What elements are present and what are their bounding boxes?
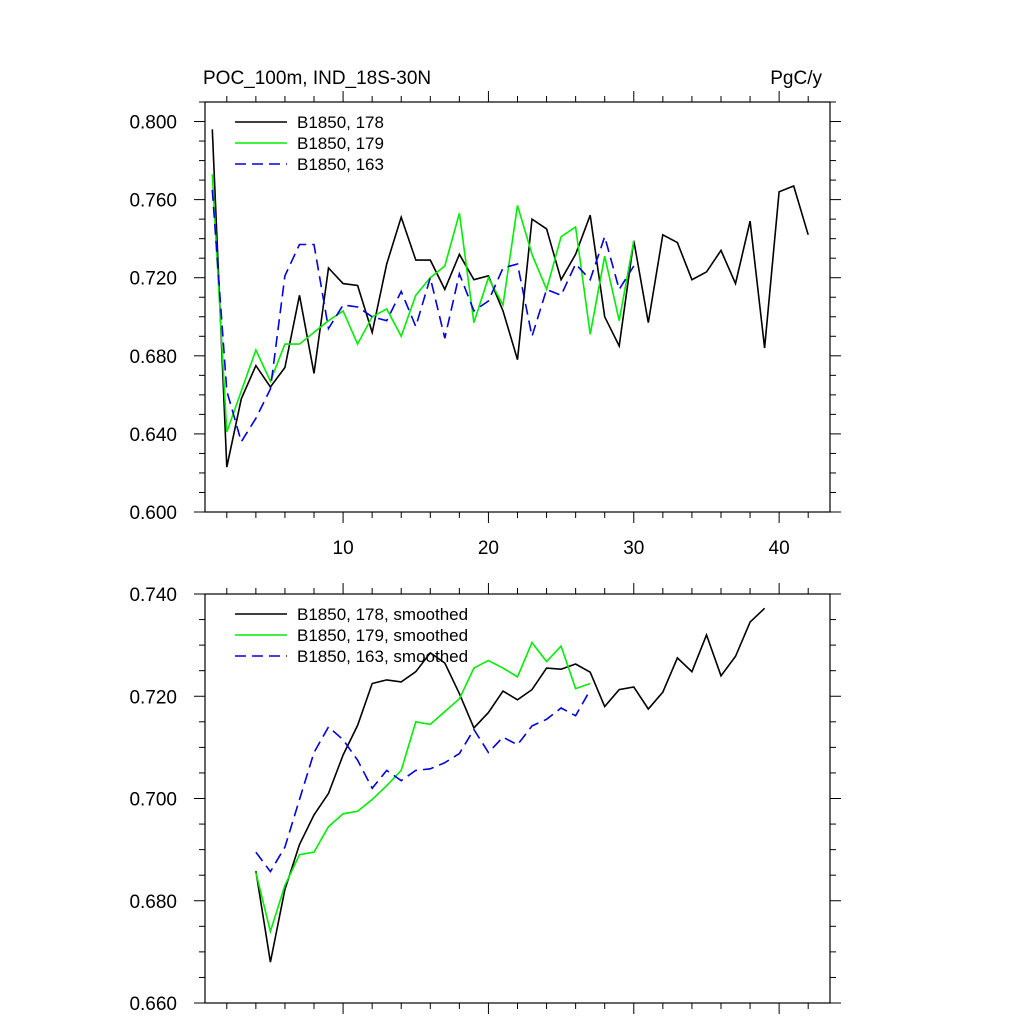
legend-label: B1850, 163 — [297, 155, 384, 174]
y-tick-label: 0.700 — [129, 790, 177, 811]
x-tick-label: 10 — [333, 538, 354, 559]
x-tick-label: 30 — [623, 538, 644, 559]
y-tick-label: 0.720 — [129, 687, 177, 708]
x-tick-label: 40 — [769, 538, 790, 559]
series-line-2 — [211, 174, 635, 433]
y-tick-label: 0.740 — [129, 585, 177, 606]
y-tick-label: 0.660 — [129, 994, 177, 1015]
x-tick-label: 20 — [478, 538, 499, 559]
series-line-3 — [255, 689, 591, 874]
chart-title: POC_100m, IND_18S-30N — [203, 68, 431, 89]
legend-label: B1850, 163, smoothed — [297, 647, 468, 666]
series-line-3 — [211, 189, 635, 444]
chart-panel-1: 0.600 0.640 0.680 0.720 0.760 0.800 10 20 30 40 PO… — [129, 68, 841, 559]
y-tick-label: 0.680 — [129, 892, 177, 913]
series-line-1 — [255, 607, 766, 963]
y-tick-label: 0.800 — [129, 113, 177, 134]
chart-panel-2: 0.660 0.680 0.700 0.720 0.740 B1850, 178, smo… — [129, 583, 841, 1015]
series-line-2 — [255, 641, 591, 935]
legend-label: B1850, 178, smoothed — [297, 605, 468, 624]
series-line-1 — [211, 129, 809, 468]
legend-label: B1850, 179, smoothed — [297, 626, 468, 645]
y-tick-label: 0.680 — [129, 347, 177, 368]
y-tick-label: 0.760 — [129, 191, 177, 212]
units-label: PgC/y — [770, 68, 822, 89]
y-tick-label: 0.720 — [129, 269, 177, 290]
y-tick-label: 0.640 — [129, 425, 177, 446]
legend-label: B1850, 178 — [297, 113, 384, 132]
y-tick-label: 0.600 — [129, 503, 177, 524]
legend-label: B1850, 179 — [297, 134, 384, 153]
